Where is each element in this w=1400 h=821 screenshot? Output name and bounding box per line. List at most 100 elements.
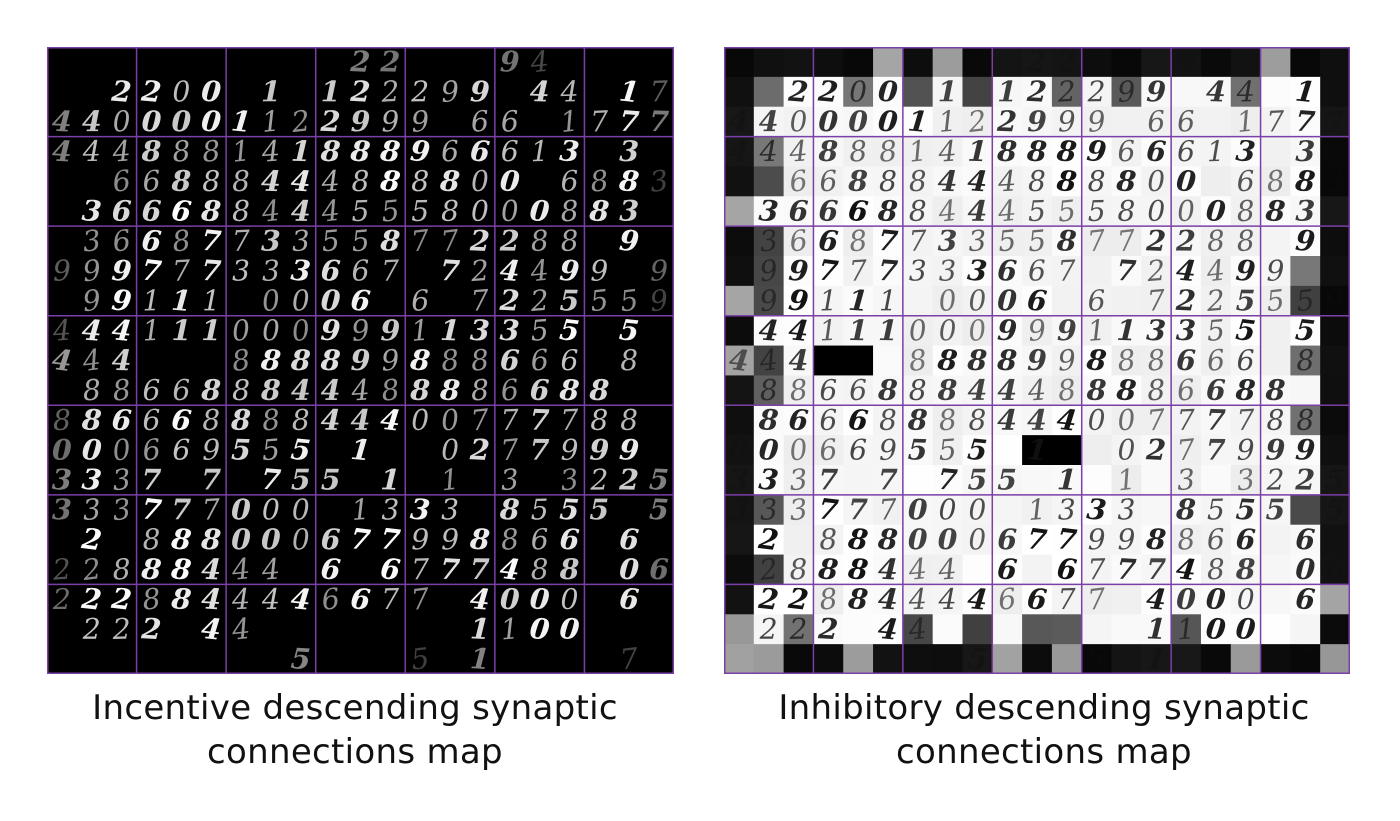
digit-glyph: 5 bbox=[409, 642, 431, 674]
map-cell-shade bbox=[962, 196, 993, 227]
digit-glyph: 9 bbox=[410, 105, 431, 139]
digit-glyph: 4 bbox=[260, 135, 281, 169]
digit-glyph: 7 bbox=[260, 462, 283, 497]
map-cell-shade bbox=[1081, 494, 1113, 526]
digit-glyph: 7 bbox=[469, 403, 491, 438]
digit-glyph: 7 bbox=[848, 492, 868, 526]
map-cell-shade bbox=[1290, 315, 1321, 347]
map-cell-shade bbox=[1081, 256, 1113, 287]
map-cell-shade bbox=[1290, 166, 1321, 197]
map-cell-shade bbox=[932, 196, 963, 227]
digit-glyph: 1 bbox=[261, 105, 282, 139]
digit-glyph: 3 bbox=[1235, 463, 1257, 498]
map-cell-shade bbox=[1022, 614, 1053, 645]
map-cell-shade bbox=[932, 136, 963, 167]
map-cell-shade bbox=[1081, 644, 1113, 674]
digit-glyph: 1 bbox=[848, 313, 868, 347]
digit-glyph: 9 bbox=[351, 104, 371, 138]
digit-glyph: 8 bbox=[1055, 223, 1078, 258]
digit-glyph: 2 bbox=[757, 552, 780, 587]
map-cell-shade bbox=[992, 47, 1023, 78]
digit-glyph: 6 bbox=[379, 551, 403, 587]
digit-glyph: 4 bbox=[229, 552, 251, 587]
digit-glyph: 6 bbox=[140, 223, 163, 259]
map-cell-shade bbox=[1290, 494, 1321, 526]
digit-glyph: 6 bbox=[320, 253, 342, 288]
map-cell-shade bbox=[1111, 106, 1142, 138]
digit-glyph: 7 bbox=[618, 642, 641, 674]
digit-glyph: 1 bbox=[1116, 313, 1137, 348]
digit-glyph: 0 bbox=[172, 75, 191, 108]
digit-glyph: 5 bbox=[559, 492, 581, 527]
digit-glyph: 1 bbox=[878, 313, 898, 347]
map-cell-shade bbox=[902, 614, 934, 645]
map-cell-shade bbox=[1141, 435, 1172, 466]
map-cell-shade bbox=[1051, 644, 1083, 674]
digit-glyph: 5 bbox=[1236, 283, 1256, 317]
map-background bbox=[47, 47, 674, 674]
map-cell-shade bbox=[813, 106, 844, 138]
map-cell-shade bbox=[724, 584, 755, 615]
digit-glyph: 4 bbox=[727, 342, 751, 378]
map-cell-shade bbox=[1081, 584, 1113, 615]
digit-glyph: 7 bbox=[1055, 521, 1079, 557]
map-cell-shade bbox=[1111, 644, 1142, 674]
digit-glyph: 8 bbox=[169, 521, 194, 557]
digit-glyph: 6 bbox=[1176, 343, 1197, 378]
map-cell-shade bbox=[1260, 614, 1291, 645]
map-cell-shade bbox=[1290, 644, 1321, 674]
digit-glyph: 2 bbox=[1025, 74, 1048, 109]
digit-glyph: 3 bbox=[51, 462, 72, 497]
map-cell-shade bbox=[873, 76, 904, 108]
map-cell-shade bbox=[1320, 315, 1350, 347]
digit-glyph: 3 bbox=[788, 463, 809, 498]
map-cell-shade bbox=[843, 494, 874, 526]
digit-glyph: 1 bbox=[142, 314, 162, 348]
digit-glyph: 6 bbox=[1025, 581, 1048, 617]
digit-glyph: 7 bbox=[1025, 521, 1049, 557]
digit-glyph: 2 bbox=[379, 47, 401, 79]
map-cell-shade bbox=[783, 494, 814, 526]
digit-glyph: 6 bbox=[996, 253, 1018, 288]
digit-glyph: 7 bbox=[1057, 583, 1077, 617]
digit-glyph: 4 bbox=[260, 552, 282, 586]
digit-glyph: 7 bbox=[171, 492, 191, 526]
digit-glyph: 6 bbox=[560, 344, 578, 377]
map-cell-shade bbox=[1081, 345, 1113, 376]
map-cell-shade bbox=[873, 196, 904, 227]
digit-glyph: 3 bbox=[111, 492, 132, 527]
digit-glyph: 6 bbox=[349, 282, 372, 318]
digit-glyph: 8 bbox=[140, 134, 161, 168]
map-cell-shade bbox=[1141, 375, 1172, 406]
map-cell-shade bbox=[724, 644, 755, 674]
digit-glyph: 3 bbox=[788, 492, 809, 527]
digit-glyph: 8 bbox=[1054, 133, 1078, 169]
digit-glyph: 2 bbox=[111, 613, 131, 646]
digit-glyph: 1 bbox=[1145, 641, 1167, 674]
map-cell-shade bbox=[1141, 196, 1172, 227]
map-cell-shade bbox=[724, 47, 755, 78]
digit-glyph: 3 bbox=[967, 224, 987, 258]
inhibitory-synaptic-map: 2 2 9 42 2 0 0 1 1 2 2 2 9 9 4 4 1 74 4 0 0 0 0 1 1 2 2 9 9 9 6 6 1 7 7 74 4… bbox=[724, 47, 1350, 674]
digit-glyph: 4 bbox=[379, 402, 402, 438]
map-cell-shade bbox=[753, 524, 785, 556]
digit-glyph: 0 bbox=[81, 432, 103, 467]
digit-glyph: 5 bbox=[997, 462, 1017, 496]
digit-glyph: 8 bbox=[559, 224, 579, 258]
map-cell-shade bbox=[724, 524, 755, 556]
map-cell-shade bbox=[1320, 405, 1350, 436]
map-cell-shade bbox=[1230, 196, 1262, 227]
map-cell-shade bbox=[1290, 106, 1321, 138]
digit-glyph: 2 bbox=[410, 75, 429, 108]
map-cell-shade bbox=[813, 76, 844, 108]
map-cell-shade bbox=[1230, 435, 1262, 466]
map-cell-shade bbox=[1171, 166, 1202, 197]
map-cell-shade bbox=[1022, 465, 1053, 496]
digit-glyph: 2 bbox=[1265, 463, 1285, 496]
digit-glyph: 3 bbox=[1324, 164, 1346, 199]
map-cell-shade bbox=[1111, 345, 1142, 376]
digit-glyph: 3 bbox=[81, 224, 103, 259]
digit-glyph: 8 bbox=[199, 193, 222, 228]
digit-glyph: 2 bbox=[52, 583, 71, 616]
digit-glyph: 2 bbox=[140, 611, 163, 646]
